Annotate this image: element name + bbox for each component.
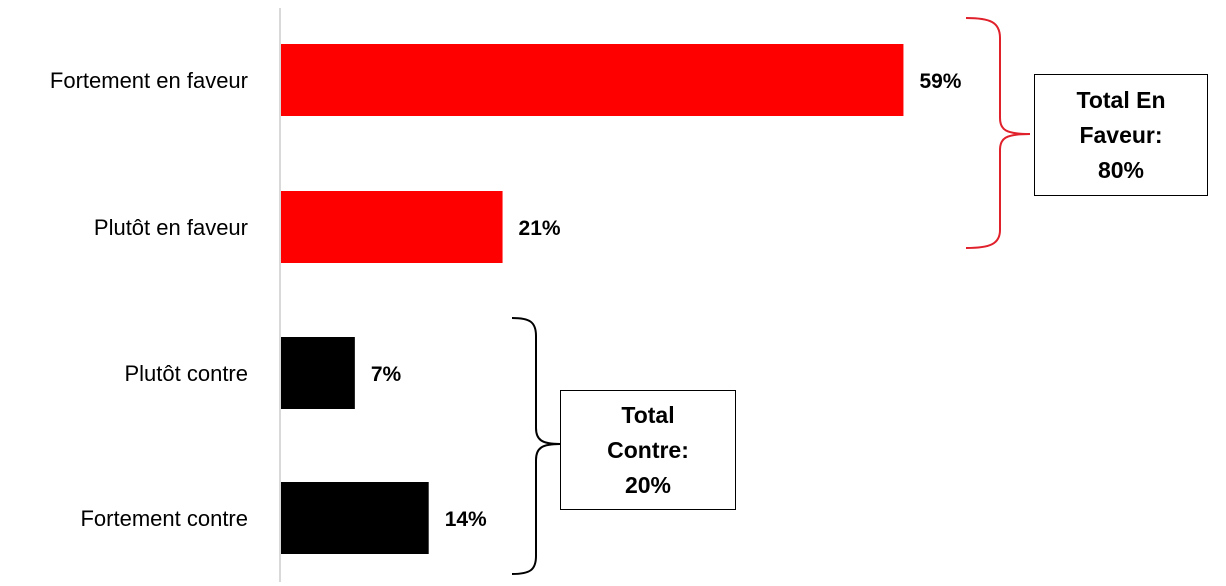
- total-favor-line-3: 80%: [1097, 156, 1145, 183]
- bar-plutot-contre: [281, 337, 355, 409]
- category-label-plutot-contre: Plutôt contre: [124, 361, 248, 386]
- total-against-box: Total Contre: 20%: [560, 390, 736, 510]
- against-bracket: [511, 317, 561, 575]
- total-favor-line-2: Faveur:: [1079, 121, 1163, 148]
- bar-plutot-en-faveur: [281, 191, 503, 263]
- favor-bracket: [965, 17, 1031, 249]
- category-label-fortement-contre: Fortement contre: [80, 506, 248, 531]
- category-label-fortement-en-faveur: Fortement en faveur: [50, 68, 248, 93]
- total-against-line-1: Total: [621, 401, 675, 428]
- category-label-plutot-en-faveur: Plutôt en faveur: [94, 215, 248, 240]
- bar-fortement-contre: [281, 482, 429, 554]
- value-label-fortement-en-faveur: 59%: [919, 70, 961, 93]
- total-favor-line-1: Total En: [1076, 86, 1166, 113]
- value-label-plutot-en-faveur: 21%: [519, 217, 561, 240]
- value-label-fortement-contre: 14%: [445, 508, 487, 531]
- total-against-line-2: Contre:: [607, 436, 689, 463]
- bar-fortement-en-faveur: [281, 44, 904, 116]
- total-favor-box: Total En Faveur: 80%: [1034, 74, 1208, 196]
- total-against-line-3: 20%: [624, 471, 672, 498]
- value-label-plutot-contre: 7%: [371, 363, 402, 386]
